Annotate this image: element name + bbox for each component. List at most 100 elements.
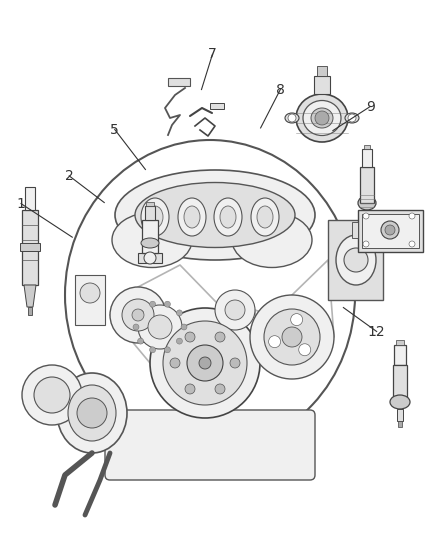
Polygon shape [24, 285, 36, 307]
Bar [22, 210, 38, 285]
Ellipse shape [68, 385, 116, 441]
Bar [314, 76, 330, 94]
Bar [75, 275, 105, 325]
Circle shape [299, 344, 311, 356]
Circle shape [138, 338, 144, 344]
Ellipse shape [147, 206, 163, 228]
Bar [25, 187, 35, 210]
Circle shape [381, 221, 399, 239]
Bar [145, 206, 155, 220]
Circle shape [138, 310, 144, 316]
Bar [358, 210, 423, 252]
Circle shape [77, 398, 107, 428]
Circle shape [148, 315, 172, 339]
Circle shape [150, 347, 155, 353]
Circle shape [170, 358, 180, 368]
Circle shape [163, 321, 247, 405]
Bar [364, 145, 370, 149]
Ellipse shape [141, 238, 159, 248]
Bar [362, 214, 419, 248]
Bar [394, 345, 406, 365]
Circle shape [144, 252, 156, 264]
Circle shape [315, 111, 329, 125]
Circle shape [291, 313, 303, 326]
Circle shape [282, 327, 302, 347]
Circle shape [215, 384, 225, 394]
Bar [393, 365, 407, 400]
Circle shape [122, 299, 154, 331]
Circle shape [150, 308, 260, 418]
Text: 2: 2 [65, 169, 74, 183]
Text: 9: 9 [366, 100, 374, 114]
Bar [397, 409, 403, 421]
Circle shape [363, 213, 369, 219]
Circle shape [133, 324, 139, 330]
Circle shape [230, 358, 240, 368]
Circle shape [34, 377, 70, 413]
Ellipse shape [296, 94, 348, 142]
Bar [28, 307, 32, 315]
Bar [352, 222, 358, 238]
Circle shape [363, 241, 369, 247]
Ellipse shape [336, 235, 376, 285]
Circle shape [409, 213, 415, 219]
Ellipse shape [303, 101, 341, 135]
Circle shape [268, 336, 281, 348]
Circle shape [132, 309, 144, 321]
Circle shape [110, 287, 166, 343]
Ellipse shape [311, 108, 333, 128]
Bar [138, 253, 162, 263]
Ellipse shape [115, 170, 315, 260]
Circle shape [187, 345, 223, 381]
Bar [360, 167, 374, 203]
Circle shape [409, 241, 415, 247]
Ellipse shape [257, 206, 273, 228]
Ellipse shape [65, 140, 355, 450]
Ellipse shape [178, 198, 206, 236]
Circle shape [215, 290, 255, 330]
Text: 8: 8 [276, 83, 285, 96]
Ellipse shape [390, 395, 410, 409]
Circle shape [264, 309, 320, 365]
Circle shape [288, 114, 296, 122]
Ellipse shape [57, 373, 127, 453]
Ellipse shape [232, 213, 312, 268]
Ellipse shape [358, 196, 376, 210]
Bar [210, 103, 224, 109]
Ellipse shape [251, 198, 279, 236]
Bar [362, 149, 372, 167]
Circle shape [181, 324, 187, 330]
Ellipse shape [141, 198, 169, 236]
Bar [398, 421, 402, 427]
Circle shape [250, 295, 334, 379]
Text: 12: 12 [368, 325, 385, 338]
Ellipse shape [214, 198, 242, 236]
Ellipse shape [112, 213, 192, 268]
Bar [317, 66, 327, 76]
FancyBboxPatch shape [105, 410, 315, 480]
Circle shape [138, 305, 182, 349]
Ellipse shape [184, 206, 200, 228]
Ellipse shape [220, 206, 236, 228]
Bar [328, 220, 383, 300]
Circle shape [177, 338, 182, 344]
Circle shape [344, 248, 368, 272]
Circle shape [215, 332, 225, 342]
Circle shape [164, 347, 170, 353]
Circle shape [22, 365, 82, 425]
Bar [396, 340, 404, 345]
Circle shape [150, 301, 155, 307]
Bar [168, 78, 190, 86]
Bar [20, 243, 40, 251]
Circle shape [80, 283, 100, 303]
Circle shape [177, 310, 182, 316]
Ellipse shape [285, 113, 299, 123]
Bar [146, 202, 154, 206]
Circle shape [348, 114, 356, 122]
Text: 1: 1 [17, 197, 25, 211]
Circle shape [385, 225, 395, 235]
Ellipse shape [345, 113, 359, 123]
Circle shape [199, 357, 211, 369]
Circle shape [185, 332, 195, 342]
Circle shape [225, 300, 245, 320]
